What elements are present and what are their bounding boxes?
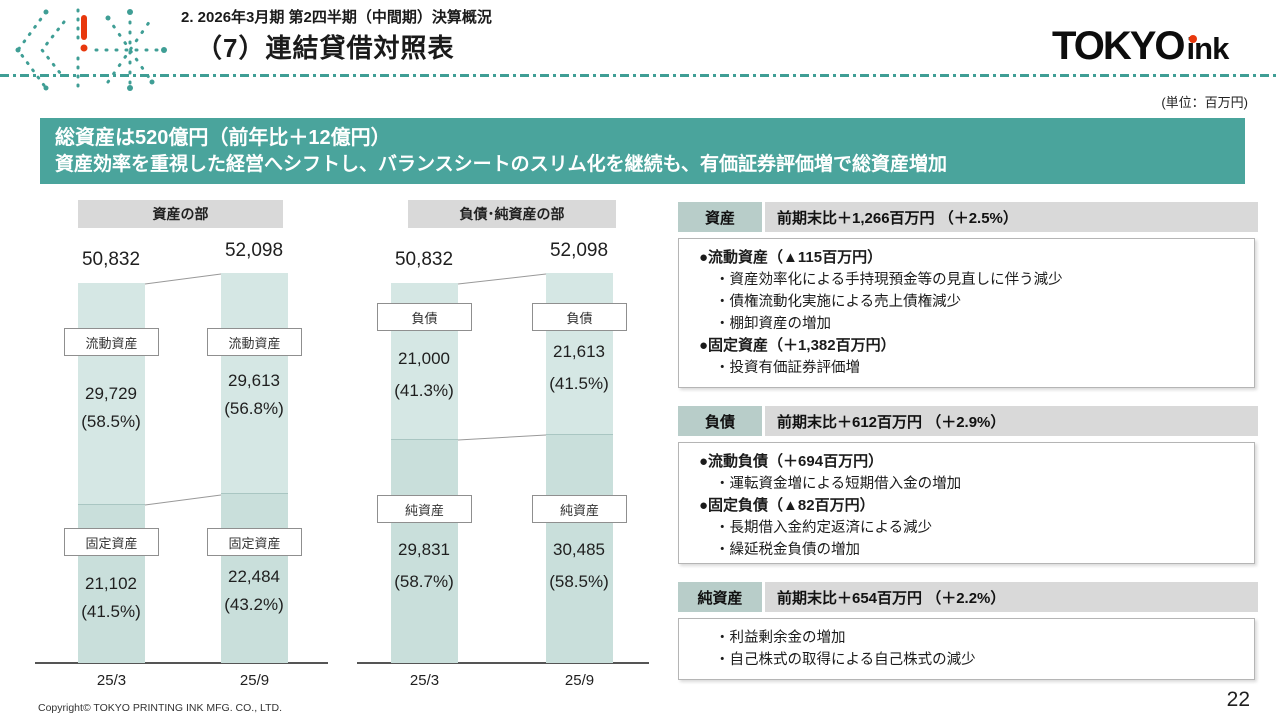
panel-item: ●流動負債（＋694百万円） [699,453,884,470]
unit-note: (単位：百万円) [1161,95,1248,110]
assets-axis-line [35,662,328,664]
liab-bar-25-3 [391,283,458,663]
banner-line-2: 資産効率を重視した経営へシフトし、バランスシートのスリム化を継続も、有価証券評価… [55,154,948,175]
bar-segment-net-assets [391,440,458,663]
assets-total-25-9: 52,098 [224,240,284,261]
logo-text-tokyo: TOKYO [1052,24,1186,68]
panel-item: ・資産効率化による手持現預金等の見直しに伴う減少 [715,272,1063,288]
summary-banner: 総資産は520億円（前年比＋12億円） 資産効率を重視した経営へシフトし、バラン… [40,118,1245,184]
brand-mark-icon [15,8,167,94]
label-fixed-assets: 固定資産 [64,528,159,556]
pct-net-assets-25-9: (58.5%) [549,572,609,591]
label-current-assets: 流動資産 [64,328,159,356]
liab-category-25-3: 25/3 [409,672,440,689]
bar-segment-fixed-assets [221,494,288,663]
label-net-assets: 純資産 [377,495,472,523]
panel-headline-net-assets: 前期末比＋654百万円 （＋2.2%） [765,582,1258,612]
liabilities-chart-title: 負債･純資産の部 [408,200,616,228]
value-net-assets-25-9: 30,485 [553,540,605,559]
pct-current-assets-25-3: (58.5%) [81,412,141,431]
panel-label-liabilities: 負債 [678,406,762,436]
bar-segment-current-assets [78,283,145,505]
label-liabilities: 負債 [532,303,627,331]
page-title: （7）連結貸借対照表 [196,33,455,63]
company-logo: TOKYO ink [1052,24,1230,69]
assets-category-25-3: 25/3 [96,672,127,689]
value-liabilities-25-3: 21,000 [398,349,450,368]
value-net-assets-25-3: 29,831 [398,540,450,559]
label-net-assets: 純資産 [532,495,627,523]
copyright-text: Copyright© TOKYO PRINTING INK MFG. CO., … [38,702,283,714]
assets-chart-title: 資産の部 [78,200,283,228]
panel-item: ・運転資金増による短期借入金の増加 [715,476,962,492]
pct-fixed-assets-25-3: (41.5%) [81,602,141,621]
value-fixed-assets-25-3: 21,102 [85,574,137,593]
bar-segment-liabilities [546,273,613,435]
label-fixed-assets: 固定資産 [207,528,302,556]
liab-axis-line [357,662,649,664]
liab-category-25-9: 25/9 [564,672,595,689]
panel-body-net-assets: ・利益剰余金の増加 ・自己株式の取得による自己株式の減少 [678,618,1255,680]
value-current-assets-25-3: 29,729 [85,384,137,403]
panel-headline-liabilities: 前期末比＋612百万円 （＋2.9%） [765,406,1258,436]
bar-segment-net-assets [546,435,613,663]
logo-text-ink: ink [1186,31,1230,66]
panel-label-assets: 資産 [678,202,762,232]
pct-fixed-assets-25-9: (43.2%) [224,595,284,614]
banner-line-1: 総資産は520億円（前年比＋12億円） [55,127,391,149]
value-liabilities-25-9: 21,613 [553,342,605,361]
panel-headline-assets: 前期末比＋1,266百万円 （＋2.5%） [765,202,1258,232]
value-current-assets-25-9: 29,613 [228,371,280,390]
liab-total-25-9: 52,098 [549,240,609,261]
assets-category-25-9: 25/9 [239,672,270,689]
assets-total-25-3: 50,832 [81,249,141,270]
label-current-assets: 流動資産 [207,328,302,356]
panel-item: ・繰延税金負債の増加 [715,542,860,558]
panel-body-assets: ●流動資産（▲115百万円） ・資産効率化による手持現預金等の見直しに伴う減少 … [678,238,1255,388]
panel-item: ・長期借入金約定返済による減少 [715,520,933,536]
panel-body-liabilities: ●流動負債（＋694百万円） ・運転資金増による短期借入金の増加 ●固定負債（▲… [678,442,1255,564]
section-title: 2. 2026年3月期 第2四半期（中間期）決算概況 [181,9,492,26]
panel-item: ・利益剰余金の増加 [715,630,846,646]
bar-segment-current-assets [221,273,288,494]
panel-item: ●固定資産（＋1,382百万円） [699,337,896,354]
pct-current-assets-25-9: (56.8%) [224,399,284,418]
logo-red-dot-icon [1188,35,1197,43]
panel-item: ・投資有価証券評価増 [715,360,860,376]
value-fixed-assets-25-9: 22,484 [228,567,280,586]
panel-item: ●固定負債（▲82百万円） [699,497,875,514]
pct-liabilities-25-3: (41.3%) [394,381,454,400]
panel-item: ●流動資産（▲115百万円） [699,249,883,266]
panel-label-net-assets: 純資産 [678,582,762,612]
liab-bar-25-9 [546,273,613,663]
liab-total-25-3: 50,832 [394,249,454,270]
label-liabilities: 負債 [377,303,472,331]
panel-item: ・債権流動化実施による売上債権減少 [715,294,962,310]
pct-liabilities-25-9: (41.5%) [549,374,609,393]
pct-net-assets-25-3: (58.7%) [394,572,454,591]
panel-item: ・棚卸資産の増加 [715,316,831,332]
header-divider [0,74,1280,77]
panel-item: ・自己株式の取得による自己株式の減少 [715,652,976,668]
page-number: 22 [1226,688,1250,711]
